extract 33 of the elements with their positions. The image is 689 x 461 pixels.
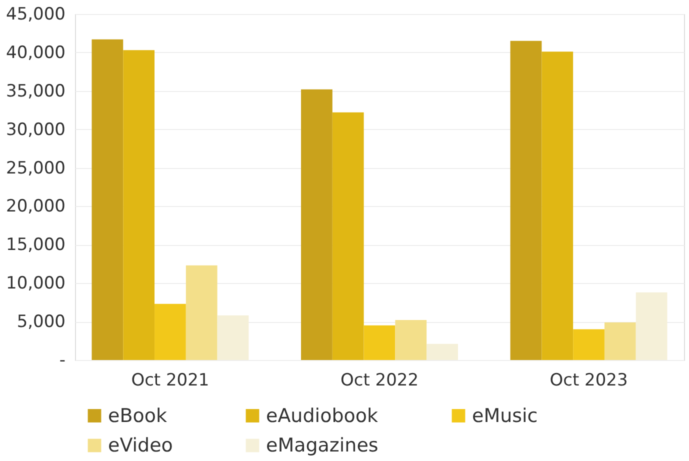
bar (636, 292, 668, 360)
bar (332, 112, 364, 360)
x-tick-label: Oct 2023 (550, 370, 628, 390)
bar (542, 52, 574, 360)
bar (301, 89, 332, 360)
y-tick-label: 45,000 (6, 4, 66, 24)
bar (510, 40, 542, 360)
y-tick-label: 40,000 (6, 42, 66, 63)
y-tick-label: 20,000 (6, 196, 66, 217)
legend-label: eVideo (108, 434, 173, 456)
bar (604, 322, 636, 360)
y-tick-label: 15,000 (6, 235, 66, 256)
legend-label: eBook (108, 404, 167, 427)
bar (364, 325, 396, 360)
y-tick-label: 10,000 (6, 274, 66, 294)
y-tick-label: - (59, 350, 66, 370)
legend-label: eMagazines (266, 434, 378, 456)
y-tick-label: 30,000 (6, 120, 66, 140)
bar (123, 50, 155, 360)
bar (395, 320, 427, 360)
bar (154, 304, 186, 360)
bar (573, 329, 604, 360)
legend-label: eAudiobook (266, 404, 378, 427)
y-tick-label: 5,000 (16, 312, 66, 332)
y-tick-label: 25,000 (6, 158, 66, 178)
bar (186, 265, 218, 360)
x-tick-label: Oct 2022 (340, 370, 419, 390)
bar (426, 344, 458, 360)
bar (217, 315, 249, 360)
y-tick-label: 35,000 (6, 81, 66, 102)
x-tick-label: Oct 2021 (131, 370, 210, 390)
bar (92, 39, 124, 360)
legend-label: eMusic (472, 404, 538, 427)
